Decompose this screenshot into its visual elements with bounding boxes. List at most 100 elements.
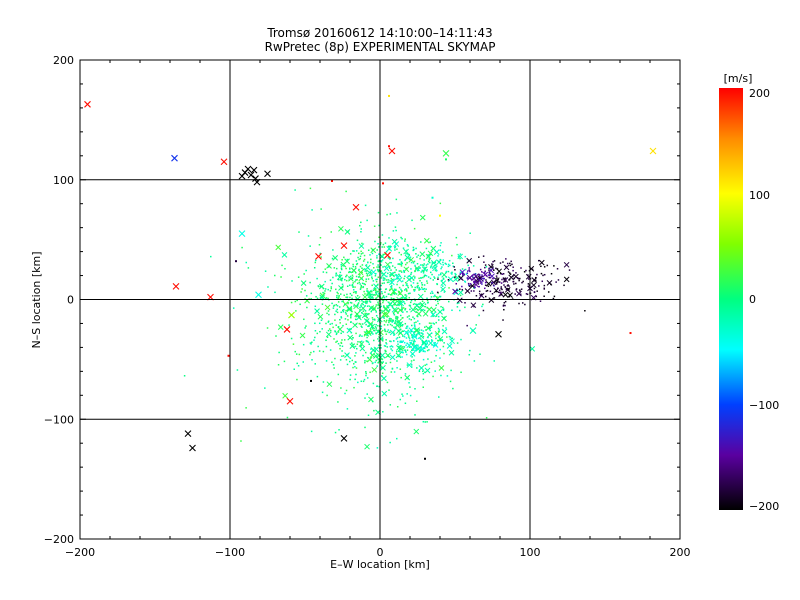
scatter-point — [345, 309, 347, 312]
scatter-point — [314, 330, 317, 332]
scatter-point — [359, 323, 362, 325]
scatter-point — [479, 268, 482, 271]
scatter-point — [415, 307, 418, 310]
scatter-point — [366, 393, 368, 395]
scatter-point — [359, 257, 361, 260]
scatter-point — [502, 261, 504, 263]
scatter-point — [361, 264, 364, 266]
scatter-point — [413, 322, 416, 324]
scatter-point — [445, 276, 448, 278]
scatter-point — [405, 289, 408, 291]
scatter-point — [501, 273, 503, 275]
scatter-point — [473, 281, 475, 283]
colorbar-tick-label: 100 — [749, 189, 770, 202]
scatter-point — [402, 311, 404, 313]
scatter-point — [346, 296, 349, 299]
scatter-point — [408, 253, 411, 256]
scatter-cross-point — [456, 297, 463, 304]
scatter-cross-point — [452, 288, 458, 295]
scatter-point — [380, 260, 383, 262]
scatter-point — [424, 305, 427, 308]
scatter-point — [349, 271, 352, 273]
scatter-point — [373, 409, 375, 412]
scatter-point — [414, 340, 416, 343]
scatter-point — [515, 288, 518, 290]
scatter-point — [338, 429, 340, 431]
scatter-point — [383, 320, 386, 322]
scatter-point — [393, 278, 395, 281]
scatter-point — [390, 340, 392, 343]
scatter-point — [411, 336, 413, 339]
scatter-point — [355, 263, 358, 266]
scatter-point — [299, 303, 301, 306]
scatter-point — [389, 361, 392, 364]
scatter-point — [385, 295, 388, 298]
scatter-point — [310, 343, 312, 345]
scatter-point — [433, 295, 435, 298]
scatter-point — [350, 302, 353, 304]
scatter-cross-point — [397, 290, 404, 297]
scatter-point — [382, 361, 384, 363]
scatter-point — [375, 292, 377, 295]
scatter-point — [396, 350, 398, 353]
scatter-point — [402, 395, 404, 397]
scatter-point — [362, 260, 365, 262]
scatter-cross-point — [440, 286, 446, 293]
scatter-point — [338, 296, 340, 298]
scatter-point — [381, 292, 383, 295]
scatter-point — [478, 273, 480, 276]
scatter-cross-point — [457, 253, 464, 260]
scatter-point — [340, 268, 343, 271]
scatter-point — [432, 322, 434, 325]
scatter-point — [393, 289, 396, 292]
scatter-point — [387, 257, 390, 259]
scatter-cross-point — [409, 351, 416, 357]
scatter-point — [354, 365, 356, 368]
scatter-point — [328, 313, 330, 316]
scatter-point — [469, 283, 472, 285]
scatter-point — [415, 247, 417, 250]
scatter-point — [503, 302, 506, 304]
scatter-point — [352, 288, 355, 291]
scatter-point — [400, 271, 403, 273]
scatter-point — [401, 308, 403, 311]
scatter-point — [281, 264, 283, 267]
scatter-point — [337, 401, 339, 403]
scatter-point — [365, 371, 367, 373]
scatter-point — [408, 346, 411, 348]
scatter-point — [349, 292, 352, 295]
scatter-point — [373, 339, 375, 342]
scatter-point — [437, 278, 439, 280]
scatter-point — [463, 274, 465, 276]
scatter-point — [547, 291, 550, 293]
scatter-point — [505, 258, 507, 260]
scatter-point — [417, 344, 419, 346]
scatter-point — [398, 263, 401, 265]
scatter-point — [372, 328, 374, 330]
scatter-point — [426, 299, 429, 302]
scatter-point — [482, 303, 484, 306]
scatter-point — [410, 277, 412, 279]
scatter-point — [423, 259, 425, 261]
scatter-point — [290, 337, 293, 340]
scatter-point — [399, 345, 401, 347]
scatter-point — [399, 297, 401, 300]
scatter-point — [371, 306, 374, 308]
scatter-point — [321, 328, 323, 330]
scatter-point — [369, 261, 372, 264]
scatter-point — [357, 256, 359, 259]
scatter-point — [460, 338, 462, 341]
scatter-point — [389, 441, 391, 444]
scatter-point — [322, 291, 324, 294]
scatter-point — [484, 287, 486, 290]
scatter-point — [449, 380, 452, 383]
scatter-point — [465, 273, 468, 275]
scatter-point — [436, 314, 438, 316]
scatter-point — [393, 292, 396, 295]
scatter-point — [422, 272, 425, 274]
scatter-point — [441, 266, 443, 268]
scatter-point — [377, 307, 379, 310]
scatter-point — [416, 400, 418, 402]
scatter-point — [309, 342, 312, 344]
scatter-point — [485, 279, 487, 281]
